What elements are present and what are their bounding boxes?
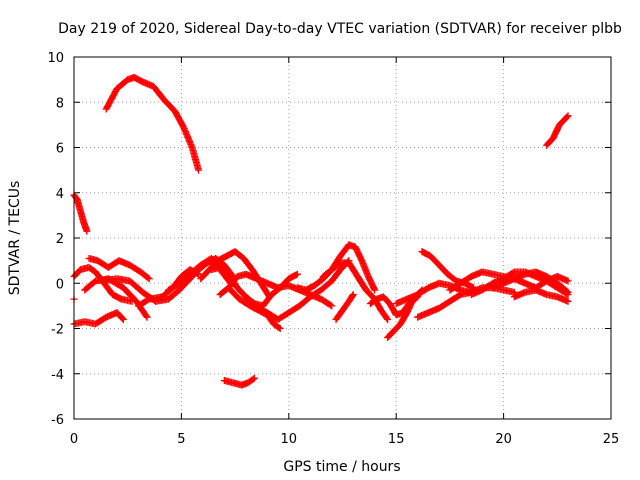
data-point xyxy=(564,297,572,305)
data-point xyxy=(275,324,283,332)
data-point xyxy=(328,302,336,310)
data-point xyxy=(142,312,150,320)
data-point xyxy=(383,314,391,322)
series-arc-16 xyxy=(255,257,353,323)
y-tick-label: 8 xyxy=(56,96,64,111)
data-point xyxy=(349,292,357,300)
x-tick-label: 20 xyxy=(495,432,512,447)
data-point xyxy=(384,315,392,323)
data-point xyxy=(250,374,258,382)
data-point xyxy=(249,375,257,383)
series-arc-19 xyxy=(332,291,357,323)
series-arc-13 xyxy=(207,263,301,310)
series-arc-28 xyxy=(510,286,572,305)
data-point xyxy=(118,314,126,322)
series-arc-23 xyxy=(418,248,478,292)
data-point xyxy=(349,291,357,299)
data-point xyxy=(195,270,203,278)
y-tick-label: -4 xyxy=(51,368,64,383)
series-arc-7 xyxy=(85,254,153,283)
data-point xyxy=(119,315,127,323)
axis-ticks: 0 5 10 15 20 25 -6 -4 -2 0 2 4 6 8 10 xyxy=(47,51,619,447)
x-tick-label: 15 xyxy=(388,432,405,447)
data-point xyxy=(563,290,571,298)
x-tick-label: 25 xyxy=(603,432,620,447)
data-point xyxy=(83,227,91,235)
y-tick-label: 4 xyxy=(56,187,64,202)
series-arc-26 xyxy=(467,268,572,299)
y-tick-label: -6 xyxy=(51,413,64,428)
series-arc-3 xyxy=(70,191,91,235)
data-point xyxy=(143,313,151,321)
data-point xyxy=(195,166,203,174)
y-tick-label: 0 xyxy=(56,277,64,292)
series-arc-18 xyxy=(319,259,392,323)
series-arc-1 xyxy=(102,73,203,174)
y-tick-label: 6 xyxy=(56,142,64,157)
chart-title: Day 219 of 2020, Sidereal Day-to-day VTE… xyxy=(58,21,622,37)
series-arc-5 xyxy=(70,263,136,305)
data-point xyxy=(145,275,153,283)
series-arc-6 xyxy=(70,309,127,328)
x-axis-label: GPS time / hours xyxy=(283,459,400,475)
grid-lines xyxy=(74,57,611,419)
plot-frame xyxy=(73,56,612,420)
series-arc-12 xyxy=(197,248,273,301)
data-point xyxy=(276,325,284,332)
y-tick-label: 2 xyxy=(56,232,64,247)
y-tick-label: 10 xyxy=(47,51,64,66)
series-arc-4 xyxy=(220,374,258,389)
data-point xyxy=(564,291,572,299)
series-arc-14 xyxy=(216,270,336,310)
x-tick-label: 10 xyxy=(281,432,298,447)
series-arc-15 xyxy=(225,284,284,332)
data-point xyxy=(564,112,572,120)
data-point xyxy=(563,113,571,121)
data-points xyxy=(70,73,572,389)
x-tick-label: 5 xyxy=(177,432,185,447)
data-point xyxy=(144,274,152,282)
data-point xyxy=(293,270,301,278)
series-arc-2 xyxy=(543,112,572,149)
data-point xyxy=(371,286,379,294)
series-arc-27 xyxy=(489,272,572,292)
x-tick-label: 0 xyxy=(70,432,78,447)
y-axis-label: SDTVAR / TECUs xyxy=(7,181,23,296)
data-point xyxy=(564,277,572,285)
data-point xyxy=(326,301,334,309)
y-tick-label: -2 xyxy=(51,323,64,338)
